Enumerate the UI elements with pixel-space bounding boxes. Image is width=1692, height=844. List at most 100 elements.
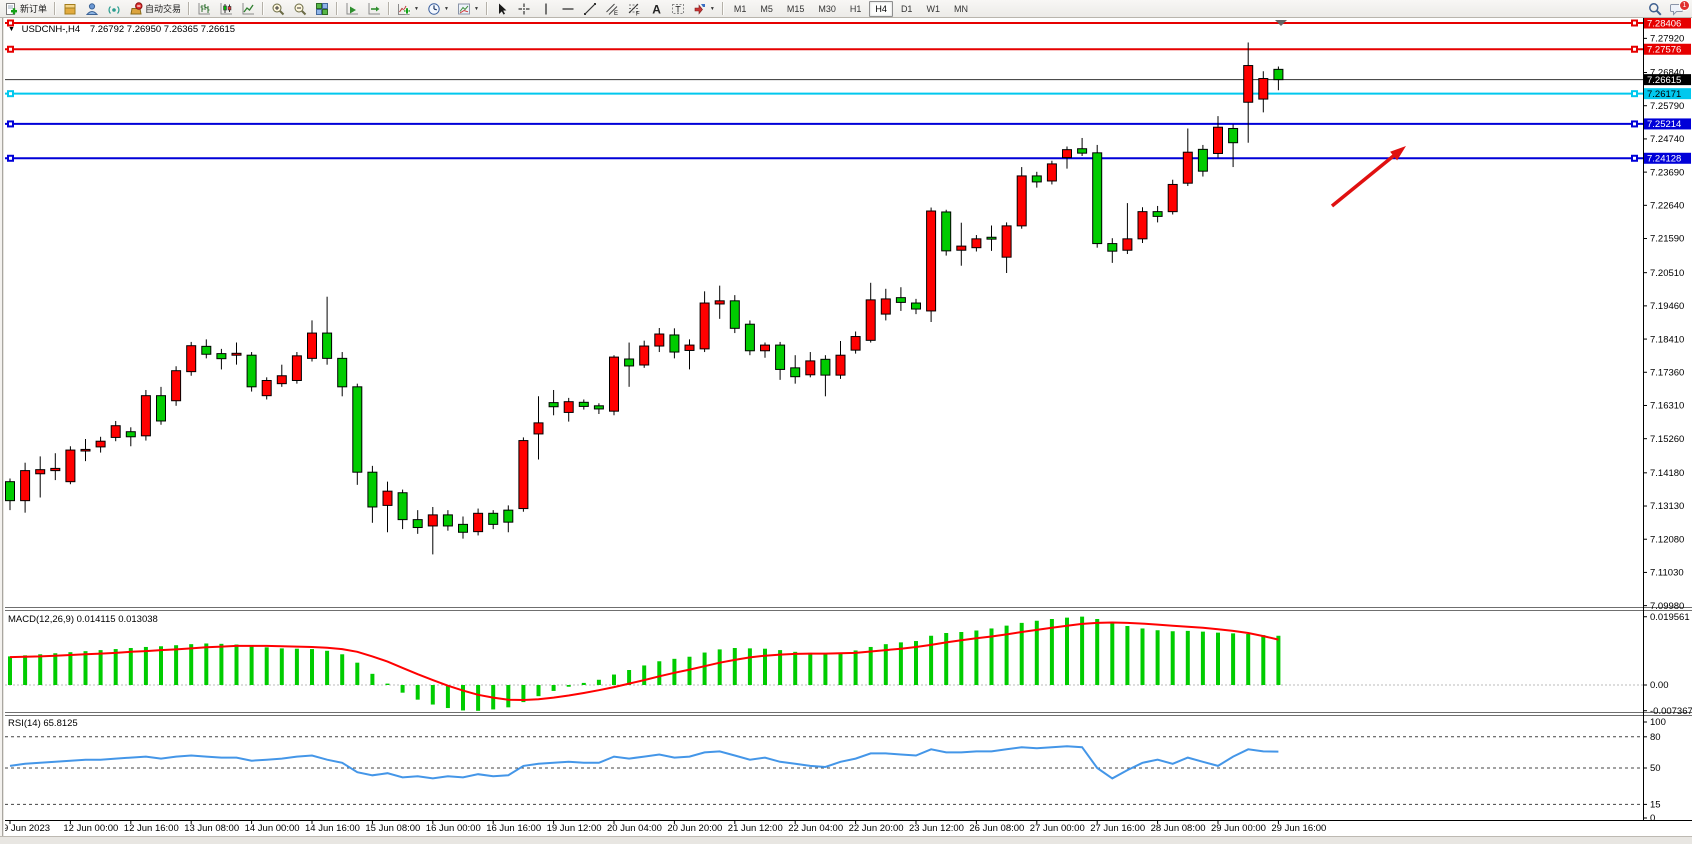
svg-text:15 Jun 08:00: 15 Jun 08:00 (365, 823, 420, 834)
candle (231, 342, 242, 365)
profile-button[interactable] (81, 0, 103, 17)
hline-7.25214[interactable] (5, 120, 1643, 128)
templates-button[interactable]: ▼ (453, 0, 483, 17)
candle (1213, 116, 1223, 158)
notification-count-badge: 1 (1679, 0, 1690, 11)
notifications-button[interactable]: 1 (1666, 0, 1690, 17)
fibonacci-button[interactable]: F (623, 0, 645, 17)
candle (412, 510, 423, 534)
candle (261, 377, 272, 400)
macd-signal-line (9, 621, 1279, 702)
equidistant-channel-button[interactable]: E (601, 0, 623, 17)
crosshair-icon (518, 3, 530, 14)
svg-text:0: 0 (1650, 813, 1655, 824)
signals-button[interactable] (103, 0, 125, 17)
candle (669, 328, 680, 359)
timeframe-button-h4[interactable]: H4 (869, 0, 893, 17)
window-left-frame (0, 17, 5, 843)
zoom-out-icon (294, 3, 307, 15)
arrows-button[interactable]: ▼ (689, 0, 719, 17)
price-badges: 7.28406 7.27576 7.26171 7.25214 7.24128 7.266… (1644, 17, 1691, 165)
candle (1182, 128, 1193, 187)
candle (427, 506, 438, 555)
trendline-button[interactable] (579, 0, 601, 17)
svg-text:7.12080: 7.12080 (1650, 534, 1684, 545)
collapse-caret-icon[interactable]: ▼ (8, 26, 15, 33)
candle (322, 296, 333, 365)
svg-text:7.23690: 7.23690 (1650, 167, 1684, 178)
macd-scale[interactable]: 0.019561 0.00 -0.007367 (1643, 612, 1692, 717)
rsi-scale[interactable]: 100 80 50 15 0 (1643, 717, 1666, 824)
svg-text:7.14180: 7.14180 (1650, 468, 1684, 479)
search-button[interactable] (1644, 0, 1666, 17)
level-price-badge: 7.27576 (1644, 43, 1691, 56)
candle (337, 352, 348, 397)
crosshair-button[interactable] (513, 0, 535, 17)
timeframe-button-m15[interactable]: M15 (786, 3, 805, 14)
zoom-in-button[interactable] (267, 0, 289, 17)
horizontal-line-objects[interactable] (5, 19, 1643, 162)
bar-chart-button[interactable] (193, 0, 215, 17)
hline-7.26171[interactable] (5, 90, 1643, 98)
svg-text:T: T (675, 4, 681, 14)
timeframe-button-m30[interactable]: M30 (818, 3, 836, 14)
chart-shift-marker-icon[interactable] (1275, 20, 1287, 26)
autotrade-button[interactable]: 自动交易 (125, 0, 185, 17)
hline-7.27576[interactable] (5, 45, 1643, 53)
auto-scroll-icon (346, 2, 359, 14)
periods-button[interactable]: ▼ (423, 0, 453, 17)
new-order-button[interactable]: 新订单 (0, 0, 51, 17)
text-button[interactable]: A (645, 0, 667, 17)
toolbar-separator (262, 2, 265, 15)
candle (1092, 144, 1103, 248)
horizontal-line-button[interactable] (557, 0, 579, 17)
vertical-line-button[interactable] (535, 0, 557, 17)
candle (805, 352, 816, 378)
time-axis[interactable]: 9 Jun 2023 12 Jun 00:00 12 Jun 16:00 13 Jun… (3, 820, 1326, 834)
candle-chart-icon (220, 2, 233, 14)
pane-borders (5, 17, 1692, 821)
chart-shift-button[interactable] (363, 0, 385, 17)
timeframe-button-m5[interactable]: M5 (760, 3, 773, 14)
tile-windows-button[interactable] (311, 0, 333, 17)
hline-7.28406[interactable] (5, 19, 1643, 27)
level-price-badge: 7.24128 (1644, 152, 1691, 165)
candle (216, 348, 227, 370)
timeframe-button-m1[interactable]: M1 (733, 3, 747, 14)
svg-text:7.26171: 7.26171 (1647, 89, 1681, 100)
metaeditor-button[interactable] (59, 0, 81, 17)
dropdown-caret-icon: ▼ (443, 5, 449, 12)
candle (488, 510, 499, 530)
autotrade-icon (130, 1, 143, 14)
svg-text:7.26615: 7.26615 (1647, 75, 1681, 86)
new-order-button-label: 新订单 (20, 4, 48, 14)
svg-text:9 Jun 2023: 9 Jun 2023 (3, 823, 50, 834)
candle (609, 355, 619, 416)
line-chart-button[interactable] (237, 0, 259, 17)
candle (895, 287, 906, 311)
timeframe-button-d1[interactable]: D1 (900, 3, 913, 14)
templates-icon (457, 3, 470, 14)
auto-scroll-button[interactable] (341, 0, 363, 17)
timeframe-button-mn[interactable]: MN (953, 3, 968, 14)
candlestick-chart-button[interactable] (215, 0, 237, 17)
candle (563, 397, 574, 422)
text-label-button[interactable]: T (667, 0, 689, 17)
level-price-badge: 7.26171 (1644, 88, 1691, 100)
timeframe-button-h1[interactable]: H1 (849, 3, 862, 14)
hline-7.24128[interactable] (5, 154, 1643, 162)
svg-text:23 Jun 12:00: 23 Jun 12:00 (909, 823, 964, 834)
candle (518, 437, 529, 512)
ohlc-quotes-label: 7.26792 7.26950 7.26365 7.26615 (89, 24, 236, 35)
candle (775, 341, 786, 380)
zoom-out-button[interactable] (289, 0, 311, 17)
trend-arrow-annotation[interactable] (1330, 146, 1406, 208)
svg-text:12 Jun 00:00: 12 Jun 00:00 (63, 823, 118, 834)
candle (578, 399, 589, 410)
cursor-button[interactable] (491, 0, 513, 17)
timeframe-button-w1[interactable]: W1 (926, 3, 940, 14)
price-scale[interactable]: 7.27920 7.26840 7.25790 7.24740 7.23690 7.226… (1643, 34, 1684, 612)
indicators-button[interactable]: ▼ (393, 0, 423, 17)
svg-text:20 Jun 20:00: 20 Jun 20:00 (667, 823, 722, 834)
